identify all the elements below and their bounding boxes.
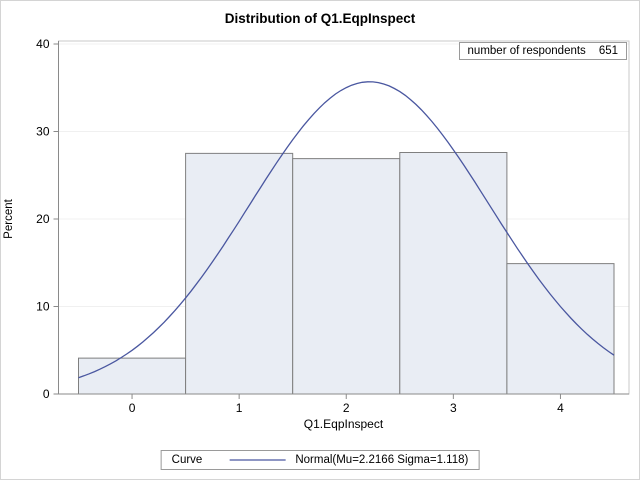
histogram-bar <box>399 152 508 395</box>
y-tick-label: 0 <box>43 387 50 401</box>
y-tick-label: 10 <box>36 300 50 314</box>
x-tick-label: 2 <box>343 401 350 415</box>
histogram-bar <box>292 158 401 395</box>
x-tick-label: 3 <box>450 401 457 415</box>
x-tick-label: 1 <box>236 401 243 415</box>
x-axis-title: Q1.EqpInspect <box>303 417 384 431</box>
histogram-bar <box>78 357 187 395</box>
legend-box: Curve Normal(Mu=2.2166 Sigma=1.118) <box>160 450 480 470</box>
y-tick-label: 40 <box>36 37 50 51</box>
histogram-bar <box>185 152 294 395</box>
y-tick-label: 30 <box>36 125 50 139</box>
histogram-bar <box>506 263 615 395</box>
inset-value: 651 <box>598 45 618 57</box>
y-axis-title: Percent <box>3 199 15 239</box>
inset-box: number of respondents 651 <box>458 42 627 60</box>
legend-entry: Normal(Mu=2.2166 Sigma=1.118) <box>295 454 469 466</box>
legend-title: Curve <box>171 454 203 466</box>
normal-curve <box>78 81 615 379</box>
x-tick-label: 0 <box>129 401 136 415</box>
inset-label: number of respondents <box>467 45 586 57</box>
curve-line-icon <box>229 459 286 461</box>
chart-title: Distribution of Q1.EqpInspect <box>224 11 416 26</box>
x-tick-label: 4 <box>557 401 564 415</box>
y-tick-label: 20 <box>36 212 50 226</box>
